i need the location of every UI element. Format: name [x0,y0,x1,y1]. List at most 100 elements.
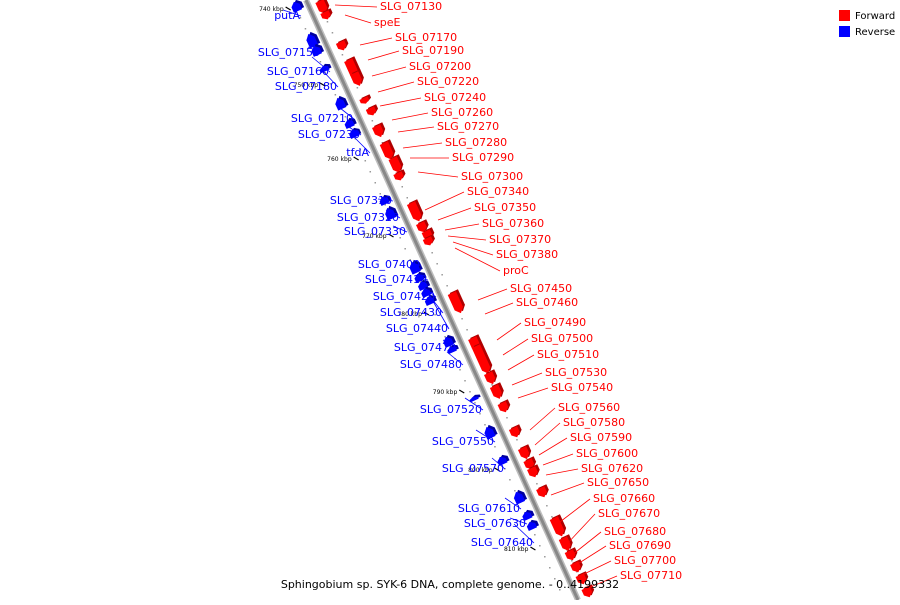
reverse-gene-label[interactable]: SLG_07570 [442,462,504,475]
forward-gene-block[interactable] [523,456,537,470]
forward-gene-block[interactable] [527,464,540,478]
forward-gene-block[interactable] [447,289,465,314]
reverse-gene-label[interactable]: SLG_07520 [420,403,482,416]
forward-gene-block[interactable] [406,199,424,222]
forward-gene-block[interactable] [393,169,406,181]
forward-gene-label[interactable]: SLG_07360 [482,217,544,230]
forward-gene-label[interactable]: SLG_07370 [489,233,551,246]
forward-gene-label[interactable]: SLG_07270 [437,120,499,133]
reverse-gene-block[interactable] [319,63,332,74]
forward-gene-label[interactable]: SLG_07650 [587,476,649,489]
forward-gene-label[interactable]: SLG_07130 [380,0,442,13]
forward-gene-label[interactable]: SLG_07510 [537,348,599,361]
forward-gene-label[interactable]: SLG_07450 [510,282,572,295]
reverse-gene-label[interactable]: SLG_07230 [298,128,360,141]
forward-gene-label[interactable]: SLG_07190 [402,44,464,57]
reverse-gene-block[interactable] [306,31,321,49]
reverse-gene-label[interactable]: SLG_07420 [373,290,435,303]
forward-gene-block[interactable] [320,8,333,20]
reverse-gene-block[interactable] [291,0,305,13]
forward-gene-block[interactable] [315,0,330,14]
forward-gene-label[interactable]: SLG_07220 [417,75,479,88]
reverse-gene-block[interactable] [447,344,459,355]
forward-gene-label[interactable]: SLG_07560 [558,401,620,414]
forward-gene-label[interactable]: proC [503,264,529,277]
forward-gene-block[interactable] [484,369,498,385]
forward-gene-block[interactable] [497,399,511,413]
forward-gene-label[interactable]: SLG_07280 [445,136,507,149]
forward-gene-label[interactable]: SLG_07300 [461,170,523,183]
forward-gene-block[interactable] [365,104,379,116]
forward-gene-label[interactable]: SLG_07500 [531,332,593,345]
reverse-gene-block[interactable] [522,509,535,522]
forward-gene-label[interactable]: SLG_07490 [524,316,586,329]
forward-gene-block[interactable] [564,547,578,561]
forward-gene-block[interactable] [350,69,364,86]
forward-gene-block[interactable] [359,94,372,104]
forward-gene-label[interactable]: SLG_07590 [570,431,632,444]
reverse-gene-label[interactable]: putA [274,9,300,22]
reverse-gene-label[interactable]: SLG_07550 [432,435,494,448]
reverse-gene-label[interactable]: SLG_07640 [471,536,533,549]
reverse-gene-label[interactable]: SLG_07480 [400,358,462,371]
reverse-gene-block[interactable] [335,95,349,111]
reverse-gene-label[interactable]: SLG_07470 [394,341,456,354]
reverse-gene-block[interactable] [484,424,498,440]
reverse-gene-block[interactable] [513,489,528,505]
reverse-gene-label[interactable]: SLG_07320 [337,211,399,224]
forward-gene-label[interactable]: SLG_07660 [593,492,655,505]
forward-gene-block[interactable] [508,424,522,438]
forward-gene-block[interactable] [335,38,349,51]
forward-gene-block[interactable] [372,122,386,138]
reverse-gene-label[interactable]: SLG_07410 [365,273,427,286]
forward-gene-label[interactable]: SLG_07620 [581,462,643,475]
reverse-gene-label[interactable]: SLG_07440 [386,322,448,335]
forward-gene-label[interactable]: SLG_07460 [516,296,578,309]
forward-gene-label[interactable]: SLG_07700 [614,554,676,567]
reverse-gene-label[interactable]: SLG_07160 [267,65,329,78]
reverse-gene-label[interactable]: SLG_07150 [258,46,320,59]
forward-gene-label[interactable]: SLG_07670 [598,507,660,520]
forward-gene-label[interactable]: SLG_07690 [609,539,671,552]
forward-gene-label[interactable]: SLG_07540 [551,381,613,394]
reverse-gene-label[interactable]: SLG_07630 [464,517,526,530]
forward-gene-block[interactable] [558,534,573,551]
forward-gene-block[interactable] [422,234,435,246]
forward-gene-label[interactable]: SLG_07710 [620,569,682,582]
reverse-gene-label[interactable]: SLG_07330 [344,225,406,238]
forward-gene-label[interactable]: SLG_07680 [604,525,666,538]
forward-gene-block[interactable] [575,571,589,585]
forward-gene-block[interactable] [518,444,532,460]
forward-gene-block[interactable] [536,484,549,498]
forward-gene-label[interactable]: SLG_07530 [545,366,607,379]
reverse-gene-label[interactable]: SLG_07430 [380,306,442,319]
forward-gene-label[interactable]: SLG_07340 [467,185,529,198]
reverse-gene-label[interactable]: SLG_07610 [458,502,520,515]
forward-gene-block[interactable] [489,382,504,399]
forward-gene-block[interactable] [379,139,396,160]
reverse-gene-label[interactable]: tfdA [346,146,369,159]
forward-gene-label[interactable]: SLG_07580 [563,416,625,429]
forward-gene-label[interactable]: SLG_07350 [474,201,536,214]
forward-gene-label[interactable]: SLG_07600 [576,447,638,460]
forward-gene-label[interactable]: SLG_07170 [395,31,457,44]
forward-gene-label[interactable]: SLG_07260 [431,106,493,119]
forward-gene-label[interactable]: SLG_07380 [496,248,558,261]
reverse-gene-label[interactable]: SLG_07310 [330,194,392,207]
reverse-gene-block[interactable] [344,117,357,130]
forward-gene-label[interactable]: speE [374,16,400,29]
forward-gene-block[interactable] [388,154,404,173]
reverse-gene-label[interactable]: SLG_07400 [358,258,420,271]
forward-gene-label[interactable]: SLG_07240 [424,91,486,104]
reverse-gene-label[interactable]: SLG_07210 [291,112,353,125]
forward-gene-label[interactable]: SLG_07200 [409,60,471,73]
forward-gene-label[interactable]: SLG_07290 [452,151,514,164]
reverse-gene-block[interactable] [497,454,510,467]
reverse-gene-label[interactable]: SLG_07180 [275,80,337,93]
reverse-gene-block[interactable] [526,519,540,532]
forward-gene-block[interactable] [471,342,493,374]
forward-gene-block[interactable] [581,584,595,598]
forward-gene-block[interactable] [549,514,567,537]
reverse-gene-block[interactable] [469,394,481,403]
forward-gene-block[interactable] [416,219,429,233]
